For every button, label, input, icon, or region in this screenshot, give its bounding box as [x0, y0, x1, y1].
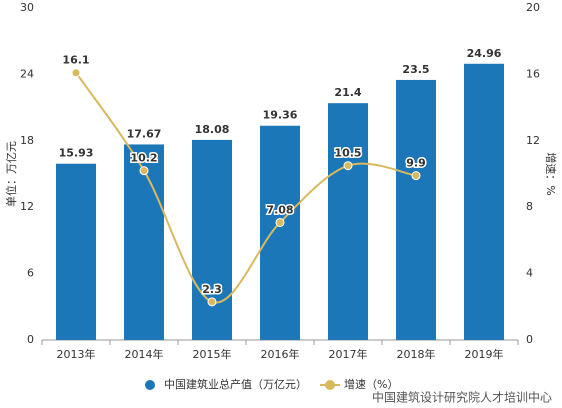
- y2-tick-label: 16: [526, 67, 540, 80]
- y-tick-label: 0: [27, 333, 34, 346]
- y2-tick-label: 0: [526, 333, 533, 346]
- line-value-label: 7.08: [266, 203, 293, 216]
- y2-tick-label: 4: [526, 267, 533, 280]
- x-tick-label: 2013年: [57, 347, 96, 361]
- bar: [328, 103, 368, 340]
- y-tick-label: 6: [27, 267, 34, 280]
- bar-value-label: 18.08: [195, 123, 230, 136]
- bar-value-label: 17.67: [127, 127, 162, 140]
- y-tick-label: 18: [20, 134, 34, 147]
- y2-tick-label: 12: [526, 134, 540, 147]
- line-value-label: 9.9: [406, 157, 426, 170]
- bar: [124, 144, 164, 340]
- bar: [192, 139, 232, 340]
- bar-value-label: 19.36: [263, 109, 298, 122]
- x-tick-label: 2017年: [329, 347, 368, 361]
- bar: [464, 63, 504, 340]
- line-value-label: 16.1: [62, 54, 89, 67]
- bar: [396, 79, 436, 340]
- bar-value-label: 23.5: [402, 63, 429, 76]
- line-value-label: 2.3: [202, 283, 222, 296]
- line-point: [411, 171, 421, 181]
- legend-swatch: [145, 380, 155, 390]
- line-point: [207, 297, 217, 307]
- line-point: [343, 161, 353, 171]
- y2-axis-label: 增速：%: [544, 152, 558, 195]
- bar-value-label: 21.4: [334, 86, 361, 99]
- line-value-label: 10.5: [334, 147, 361, 160]
- bar: [56, 163, 96, 340]
- bar-value-label: 24.96: [467, 47, 502, 60]
- y-tick-label: 12: [20, 200, 34, 213]
- legend-label: 增速（%）: [344, 377, 398, 391]
- y-tick-label: 30: [20, 1, 34, 14]
- line-point: [275, 217, 285, 227]
- line-value-label: 10.2: [130, 152, 157, 165]
- line-point: [71, 68, 81, 78]
- x-tick-label: 2014年: [125, 347, 164, 361]
- bar-value-label: 15.93: [59, 147, 94, 160]
- legend-label: 中国建筑业总产值（万亿元）: [164, 377, 307, 391]
- line-point: [139, 166, 149, 176]
- bar: [260, 125, 300, 341]
- y2-tick-label: 8: [526, 200, 533, 213]
- legend-swatch: [325, 380, 335, 390]
- watermark: 中国建筑设计研究院人才培训中心: [372, 390, 552, 405]
- y2-tick-label: 20: [526, 1, 540, 14]
- y-axis-label: 单位：万亿元: [4, 141, 18, 207]
- x-tick-label: 2018年: [397, 347, 436, 361]
- x-tick-label: 2015年: [193, 347, 232, 361]
- y-tick-label: 24: [20, 67, 34, 80]
- x-tick-label: 2016年: [261, 347, 300, 361]
- x-tick-label: 2019年: [465, 347, 504, 361]
